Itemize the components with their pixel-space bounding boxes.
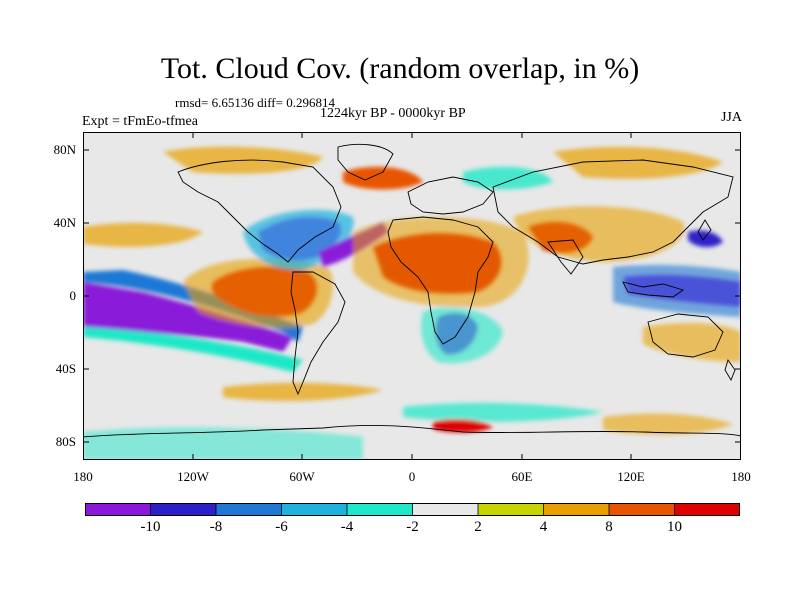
stats-text: rmsd= 6.65136 diff= 0.296814 — [175, 95, 335, 110]
coast-africa — [387, 216, 494, 345]
colorbar-swatch — [150, 503, 217, 516]
lon-label-0: 0 — [408, 469, 416, 484]
coast-south-america — [290, 271, 346, 396]
colorbar-frame — [85, 503, 740, 516]
colorbar-swatch — [477, 503, 545, 516]
lon-label-60w: 60W — [289, 469, 315, 484]
lat-label-40n: 40N — [53, 215, 76, 230]
colorbar-swatch — [281, 503, 348, 516]
field-africa-orange — [353, 217, 529, 308]
colorbar-tick-label: -8 — [209, 519, 223, 535]
coast-indonesia — [622, 281, 685, 298]
field-arctic-red — [343, 166, 423, 190]
field-npacific-orange — [83, 222, 203, 247]
colorbar-swatch — [674, 503, 740, 516]
coast-greenland — [337, 143, 394, 181]
field-safrica-cyan — [421, 307, 503, 364]
field-antarctic-orange — [603, 413, 733, 435]
lat-label-80n: 80N — [53, 142, 76, 157]
field-australia-orange — [643, 322, 741, 362]
coast-antarctica — [83, 425, 741, 438]
map-panel — [83, 132, 741, 460]
lon-label-60e: 60E — [511, 469, 533, 484]
coast-india — [547, 239, 584, 275]
colorbar-tick-label: -10 — [140, 519, 161, 535]
field-japan-purple — [688, 230, 723, 248]
field-pacific-cyan — [83, 327, 303, 372]
colorbar-swatch — [85, 503, 152, 516]
coast-europe — [407, 176, 494, 215]
anomaly-fields — [83, 146, 741, 460]
lat-label-80s: 80S — [55, 434, 76, 449]
field-siberia-orange — [553, 146, 723, 179]
colorbar-swatches — [85, 503, 740, 516]
period-text: 1224kyr BP - 0000kyr BP — [320, 106, 466, 121]
map-ticks — [83, 132, 741, 460]
colorbar-tick-label: -6 — [275, 519, 288, 535]
season-label: JJA — [720, 110, 742, 125]
field-pacific-purple — [83, 282, 293, 352]
coastlines — [83, 143, 741, 438]
field-southern-orange — [223, 382, 383, 402]
colorbar-tick-label: 10 — [667, 519, 682, 535]
coast-north-america — [177, 159, 342, 263]
coast-new-zealand — [724, 358, 736, 382]
colorbar-swatch — [543, 503, 610, 516]
lon-label-180w: 180 — [73, 469, 93, 484]
lat-label-40s: 40S — [55, 361, 76, 376]
colorbar-tick-label: -4 — [340, 519, 354, 535]
lon-label-120e: 120E — [617, 469, 645, 484]
colorbar-swatch — [215, 503, 283, 516]
colorbar-tick-label: 8 — [605, 519, 613, 535]
field-pacific-blue — [83, 270, 303, 342]
colorbar — [85, 503, 740, 516]
coast-japan — [697, 219, 712, 241]
field-wpacific-blue — [613, 264, 741, 317]
lon-label-120w: 120W — [177, 469, 209, 484]
colorbar-swatch — [412, 503, 479, 516]
lat-label-0: 0 — [69, 288, 77, 303]
field-antarctic-cyan — [83, 427, 363, 460]
colorbar-tick-label: -2 — [406, 519, 419, 535]
anomaly-map — [83, 132, 741, 460]
coast-asia — [492, 159, 734, 265]
field-asia-orange — [513, 206, 685, 262]
colorbar-swatch — [346, 503, 414, 516]
colorbar-swatch — [608, 503, 676, 516]
plot-title: Tot. Cloud Cov. (random overlap, in %) — [160, 52, 640, 85]
lon-label-180e: 180 — [731, 469, 751, 484]
field-antarctic-red — [433, 419, 493, 433]
colorbar-tick-label: 2 — [474, 519, 482, 535]
field-southern-cyan — [403, 402, 603, 422]
experiment-label: Expt = tFmEo-tfmea — [82, 114, 198, 129]
coast-australia — [647, 313, 724, 358]
colorbar-tick-label: 4 — [539, 519, 548, 535]
